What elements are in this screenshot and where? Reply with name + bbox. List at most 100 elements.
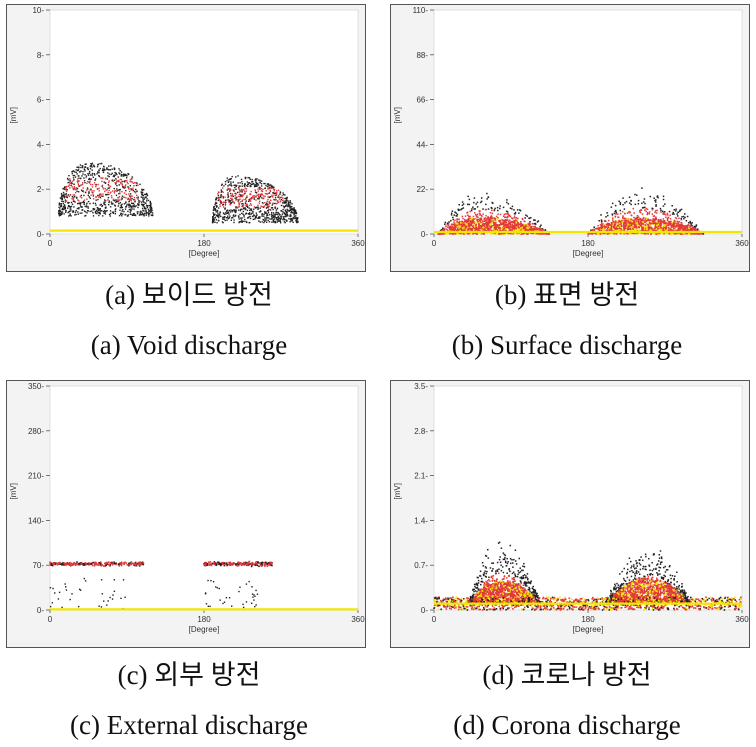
data-point: [257, 206, 259, 208]
data-point: [276, 208, 279, 210]
data-point: [144, 196, 147, 198]
data-point: [249, 197, 251, 200]
data-point: [537, 232, 540, 235]
data-point: [136, 212, 139, 215]
data-point: [612, 217, 614, 219]
data-point: [73, 174, 76, 177]
data-point: [227, 217, 230, 220]
data-point: [83, 177, 85, 179]
data-point: [253, 214, 255, 216]
data-point: [237, 187, 240, 190]
data-point: [133, 181, 136, 184]
data-point: [671, 221, 674, 224]
data-point: [528, 226, 530, 229]
data-point: [142, 209, 144, 212]
data-point: [472, 215, 475, 218]
data-point: [679, 228, 682, 231]
data-point: [281, 213, 284, 215]
data-point: [249, 193, 252, 195]
data-point: [632, 207, 635, 210]
data-point: [284, 215, 286, 218]
data-point: [226, 219, 228, 221]
data-point: [87, 207, 89, 209]
data-point: [256, 178, 258, 180]
data-point: [507, 203, 510, 205]
data-point: [133, 214, 135, 216]
data-point: [648, 219, 651, 222]
data-point: [254, 189, 256, 192]
data-point: [242, 207, 245, 210]
data-point: [149, 203, 152, 205]
data-point: [241, 195, 243, 198]
data-point: [248, 207, 250, 209]
data-point: [460, 232, 463, 235]
data-point: [239, 221, 242, 223]
data-point: [606, 212, 608, 214]
data-point: [686, 215, 689, 218]
data-point: [258, 179, 260, 181]
data-point: [81, 175, 83, 177]
data-point: [269, 190, 272, 192]
data-point: [131, 181, 133, 183]
data-point: [114, 174, 116, 176]
data-point: [125, 184, 127, 186]
data-point: [69, 182, 71, 185]
data-point: [146, 193, 148, 196]
data-point: [655, 233, 658, 235]
data-point: [282, 211, 284, 213]
data-point: [674, 220, 676, 222]
data-point: [213, 213, 215, 215]
data-point: [622, 217, 624, 219]
data-point: [60, 205, 62, 208]
data-point: [238, 216, 240, 218]
data-point: [622, 224, 625, 226]
data-point: [238, 218, 240, 220]
data-point: [461, 215, 464, 218]
data-point: [600, 223, 603, 225]
data-point: [128, 200, 130, 202]
data-point: [650, 218, 653, 221]
data-point: [241, 191, 244, 193]
y-tick-label: 88-: [416, 51, 428, 60]
data-point: [447, 222, 450, 225]
data-point: [628, 222, 630, 225]
data-point: [229, 178, 231, 180]
data-point: [108, 561, 110, 563]
data-point: [130, 200, 132, 202]
data-point: [260, 205, 262, 207]
data-point: [479, 219, 481, 222]
data-point: [547, 233, 549, 235]
data-point: [673, 213, 675, 215]
data-point: [249, 217, 252, 220]
data-point: [73, 194, 76, 196]
data-point: [126, 181, 128, 184]
data-point: [277, 219, 279, 221]
data-point: [276, 219, 278, 221]
data-point: [224, 219, 226, 222]
data-point: [518, 228, 520, 231]
data-point: [246, 181, 249, 183]
data-point: [650, 226, 653, 229]
data-point: [114, 210, 117, 213]
data-point: [669, 218, 672, 220]
data-point: [259, 216, 261, 218]
data-point: [456, 213, 459, 216]
data-point: [216, 205, 218, 207]
data-point: [600, 214, 602, 216]
data-point: [629, 228, 632, 231]
data-point: [134, 199, 136, 201]
data-point: [671, 213, 674, 215]
data-point: [619, 223, 622, 225]
data-point: [90, 194, 92, 197]
data-point: [498, 224, 501, 227]
data-point: [263, 213, 265, 216]
data-point: [113, 204, 116, 206]
data-point: [238, 191, 241, 193]
data-point: [142, 213, 144, 215]
data-point: [608, 222, 611, 225]
data-point: [259, 181, 261, 184]
data-point: [509, 223, 512, 226]
plot-area: [49, 385, 359, 611]
data-point: [614, 221, 617, 224]
data-point: [285, 197, 287, 199]
